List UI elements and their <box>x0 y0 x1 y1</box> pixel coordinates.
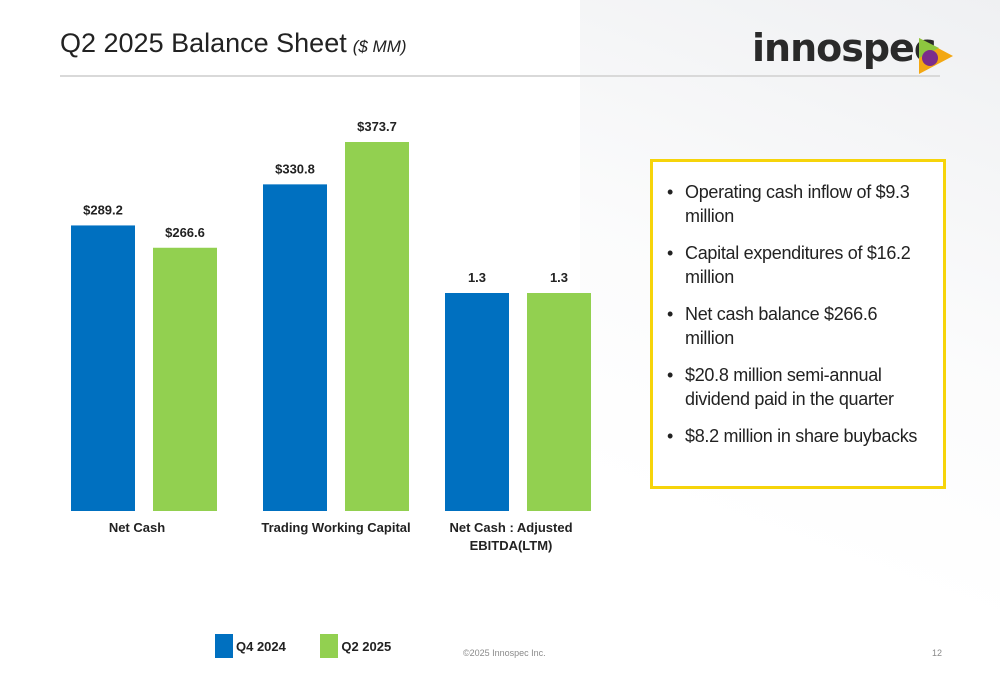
highlight-bullet: • Capital expenditures of $16.2 million <box>667 241 923 289</box>
legend-item-q2-2025: Q2 2025 <box>320 634 391 658</box>
value-label: $266.6 <box>165 225 205 240</box>
bullet-icon: • <box>667 426 674 446</box>
chart-legend: Q4 2024 Q2 2025 <box>215 634 421 658</box>
legend-label-q4-2024: Q4 2024 <box>236 638 286 654</box>
logo-wordmark: innospec <box>752 26 936 70</box>
legend-label-q2-2025: Q2 2025 <box>341 638 392 654</box>
page-number: 12 <box>932 648 943 658</box>
highlight-bullet: • $8.2 million in share buybacks <box>667 424 923 448</box>
bar-q2-2025-1 <box>345 142 409 511</box>
bar-chart: $289.2 $266.6 $330.8 $373.7 1.3 1.3 Net Cash T… <box>71 119 591 553</box>
legend-swatch-q2-2025 <box>320 634 339 658</box>
bullet-icon: • <box>667 365 674 385</box>
bar-q4-2024-2 <box>445 293 509 511</box>
bullet-text: Operating cash inflow of $9.3 million <box>685 182 910 226</box>
logo-arrow-icon <box>919 38 953 74</box>
highlight-bullet: • Operating cash inflow of $9.3 million <box>667 180 923 228</box>
bar-q2-2025-2 <box>527 293 591 511</box>
category-label: Trading Working Capital <box>261 520 410 535</box>
bullet-text: $20.8 million semi-annual dividend paid … <box>685 365 894 409</box>
bullet-text: Net cash balance $266.6 million <box>685 304 878 348</box>
legend-item-q4-2024: Q4 2024 <box>215 634 286 658</box>
bar-q4-2024-0 <box>71 225 135 511</box>
chart-bars <box>71 142 591 512</box>
highlights-box: • Operating cash inflow of $9.3 million • C… <box>650 159 946 489</box>
chart-category-labels: Net Cash Trading Working Capital Net Cash … <box>109 520 573 553</box>
bullet-icon: • <box>667 243 674 263</box>
value-label: $373.7 <box>357 119 397 134</box>
innospec-logo: innospec <box>752 26 953 82</box>
bullet-icon: • <box>667 182 674 202</box>
title-units: ($ MM) <box>352 37 407 56</box>
value-label: 1.3 <box>550 270 568 285</box>
bullet-icon: • <box>667 304 674 324</box>
category-label: Net Cash : Adjusted EBITDA(LTM) <box>449 520 572 553</box>
legend-swatch-q4-2024 <box>215 634 233 658</box>
value-label: 1.3 <box>468 270 486 285</box>
copyright-footer: ©2025 Innospec Inc. <box>463 648 546 658</box>
title-text: Q2 2025 Balance Sheet <box>60 28 347 58</box>
value-label: $289.2 <box>83 202 123 217</box>
category-label: Net Cash <box>109 520 165 535</box>
bar-q4-2024-1 <box>263 184 327 511</box>
chart-value-labels: $289.2 $266.6 $330.8 $373.7 1.3 1.3 <box>83 119 568 285</box>
highlight-bullet: • $20.8 million semi-annual dividend paid… <box>667 363 923 411</box>
title-divider <box>60 75 940 77</box>
bullet-text: $8.2 million in share buybacks <box>685 426 918 446</box>
highlight-bullet: • Net cash balance $266.6 million <box>667 302 923 350</box>
bar-q2-2025-0 <box>153 247 217 512</box>
page-title: Q2 2025 Balance Sheet ($ MM) <box>60 28 407 59</box>
value-label: $330.8 <box>275 161 315 176</box>
bullet-text: Capital expenditures of $16.2 million <box>685 243 911 287</box>
highlights-list: • Operating cash inflow of $9.3 million • C… <box>653 162 943 448</box>
